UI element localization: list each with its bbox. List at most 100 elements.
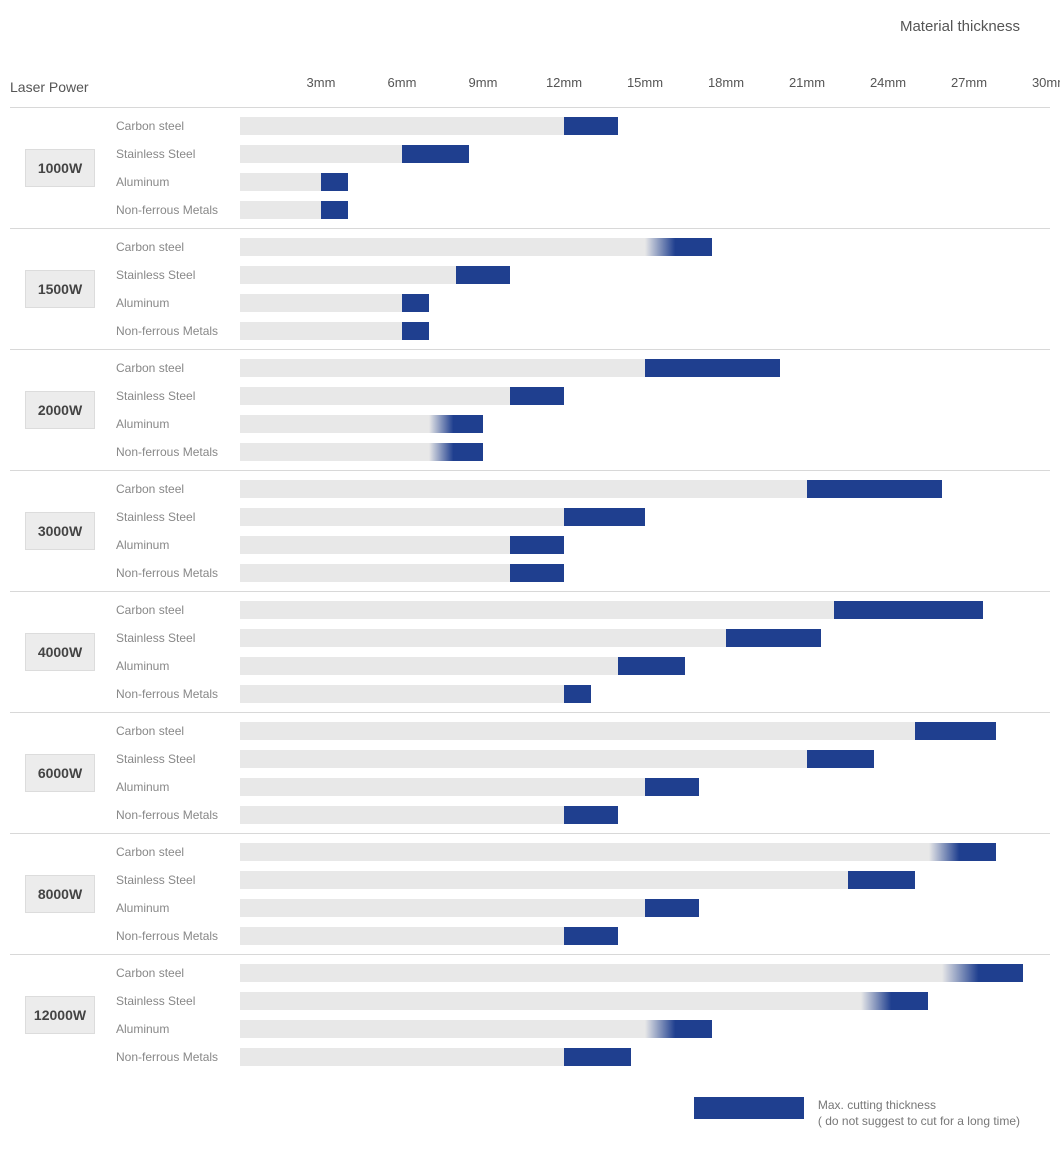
axis-header-row: Laser Power 3mm6mm9mm12mm15mm18mm21mm24m… bbox=[10, 75, 1050, 95]
material-label: Carbon steel bbox=[110, 724, 240, 738]
bar-track bbox=[240, 806, 1050, 824]
material-label: Non-ferrous Metals bbox=[110, 929, 240, 943]
data-row: Stainless Steel bbox=[110, 624, 1050, 652]
bar-max bbox=[645, 778, 699, 796]
material-label: Stainless Steel bbox=[110, 510, 240, 524]
bar-base bbox=[240, 294, 402, 312]
data-row: Aluminum bbox=[110, 652, 1050, 680]
axis-tick: 27mm bbox=[951, 75, 987, 90]
material-label: Carbon steel bbox=[110, 603, 240, 617]
data-row: Stainless Steel bbox=[110, 140, 1050, 168]
axis-tick: 30mm bbox=[1032, 75, 1060, 90]
bar-base bbox=[240, 145, 402, 163]
bar-base bbox=[240, 322, 402, 340]
bar-track bbox=[240, 322, 1050, 340]
power-cell: 2000W bbox=[10, 354, 110, 466]
bar-max bbox=[807, 480, 942, 498]
bar-max bbox=[645, 238, 712, 256]
bar-max bbox=[915, 722, 996, 740]
bar-base bbox=[240, 722, 915, 740]
material-label: Carbon steel bbox=[110, 240, 240, 254]
power-cell: 4000W bbox=[10, 596, 110, 708]
bar-track bbox=[240, 536, 1050, 554]
bar-track bbox=[240, 629, 1050, 647]
data-row: Non-ferrous Metals bbox=[110, 559, 1050, 587]
data-row: Non-ferrous Metals bbox=[110, 438, 1050, 466]
material-label: Non-ferrous Metals bbox=[110, 324, 240, 338]
bar-base bbox=[240, 387, 510, 405]
data-row: Non-ferrous Metals bbox=[110, 317, 1050, 345]
power-group: 8000WCarbon steelStainless SteelAluminum… bbox=[10, 833, 1050, 954]
material-label: Non-ferrous Metals bbox=[110, 445, 240, 459]
data-row: Carbon steel bbox=[110, 112, 1050, 140]
bar-max bbox=[564, 1048, 631, 1066]
bar-max bbox=[834, 601, 983, 619]
power-cell: 12000W bbox=[10, 959, 110, 1071]
power-group: 1500WCarbon steelStainless SteelAluminum… bbox=[10, 228, 1050, 349]
bar-base bbox=[240, 657, 618, 675]
bar-track bbox=[240, 266, 1050, 284]
bar-track bbox=[240, 117, 1050, 135]
bar-base bbox=[240, 992, 861, 1010]
data-row: Stainless Steel bbox=[110, 745, 1050, 773]
bar-track bbox=[240, 173, 1050, 191]
bar-base bbox=[240, 536, 510, 554]
bar-base bbox=[240, 685, 564, 703]
bar-track bbox=[240, 899, 1050, 917]
bar-base bbox=[240, 927, 564, 945]
bar-base bbox=[240, 480, 807, 498]
legend-line-2: ( do not suggest to cut for a long time) bbox=[818, 1113, 1020, 1129]
data-row: Aluminum bbox=[110, 410, 1050, 438]
bar-max bbox=[402, 294, 429, 312]
bar-base bbox=[240, 899, 645, 917]
bar-base bbox=[240, 173, 321, 191]
bar-track bbox=[240, 843, 1050, 861]
power-label: 8000W bbox=[25, 875, 95, 913]
rows-cell: Carbon steelStainless SteelAluminumNon-f… bbox=[110, 354, 1050, 466]
power-group: 2000WCarbon steelStainless SteelAluminum… bbox=[10, 349, 1050, 470]
bar-base bbox=[240, 266, 456, 284]
data-row: Carbon steel bbox=[110, 959, 1050, 987]
bar-base bbox=[240, 750, 807, 768]
material-label: Non-ferrous Metals bbox=[110, 1050, 240, 1064]
material-label: Non-ferrous Metals bbox=[110, 687, 240, 701]
data-row: Non-ferrous Metals bbox=[110, 922, 1050, 950]
bar-track bbox=[240, 145, 1050, 163]
bar-max bbox=[402, 322, 429, 340]
bar-base bbox=[240, 415, 429, 433]
power-cell: 1000W bbox=[10, 112, 110, 224]
rows-cell: Carbon steel Stainless Steel Aluminum Non-f… bbox=[110, 717, 1050, 829]
data-row: Aluminum bbox=[110, 168, 1050, 196]
bar-max bbox=[564, 685, 591, 703]
bar-base bbox=[240, 629, 726, 647]
data-row: Non-ferrous Metals bbox=[110, 196, 1050, 224]
power-label: 6000W bbox=[25, 754, 95, 792]
material-label: Stainless Steel bbox=[110, 268, 240, 282]
material-label: Carbon steel bbox=[110, 119, 240, 133]
bar-base bbox=[240, 443, 429, 461]
material-label: Aluminum bbox=[110, 1022, 240, 1036]
power-label: 1000W bbox=[25, 149, 95, 187]
bar-track bbox=[240, 443, 1050, 461]
bar-base bbox=[240, 238, 645, 256]
data-row: Aluminum bbox=[110, 1015, 1050, 1043]
data-row: Non-ferrous Metals bbox=[110, 801, 1050, 829]
bar-base bbox=[240, 871, 848, 889]
bar-track bbox=[240, 1020, 1050, 1038]
chart-area: Laser Power 3mm6mm9mm12mm15mm18mm21mm24m… bbox=[10, 75, 1050, 1075]
axis-tick: 9mm bbox=[469, 75, 498, 90]
bar-max bbox=[402, 145, 469, 163]
material-label: Aluminum bbox=[110, 780, 240, 794]
material-label: Carbon steel bbox=[110, 482, 240, 496]
bar-track bbox=[240, 415, 1050, 433]
rows-cell: Carbon steel Stainless SteelAluminumNon-f… bbox=[110, 112, 1050, 224]
data-row: Aluminum bbox=[110, 894, 1050, 922]
material-label: Carbon steel bbox=[110, 361, 240, 375]
bar-track bbox=[240, 722, 1050, 740]
bar-max bbox=[807, 750, 874, 768]
rows-cell: Carbon steel Stainless Steel AluminumNon-f… bbox=[110, 475, 1050, 587]
legend-swatch bbox=[694, 1097, 804, 1119]
bar-track bbox=[240, 508, 1050, 526]
data-row: Aluminum bbox=[110, 531, 1050, 559]
bar-max bbox=[618, 657, 685, 675]
